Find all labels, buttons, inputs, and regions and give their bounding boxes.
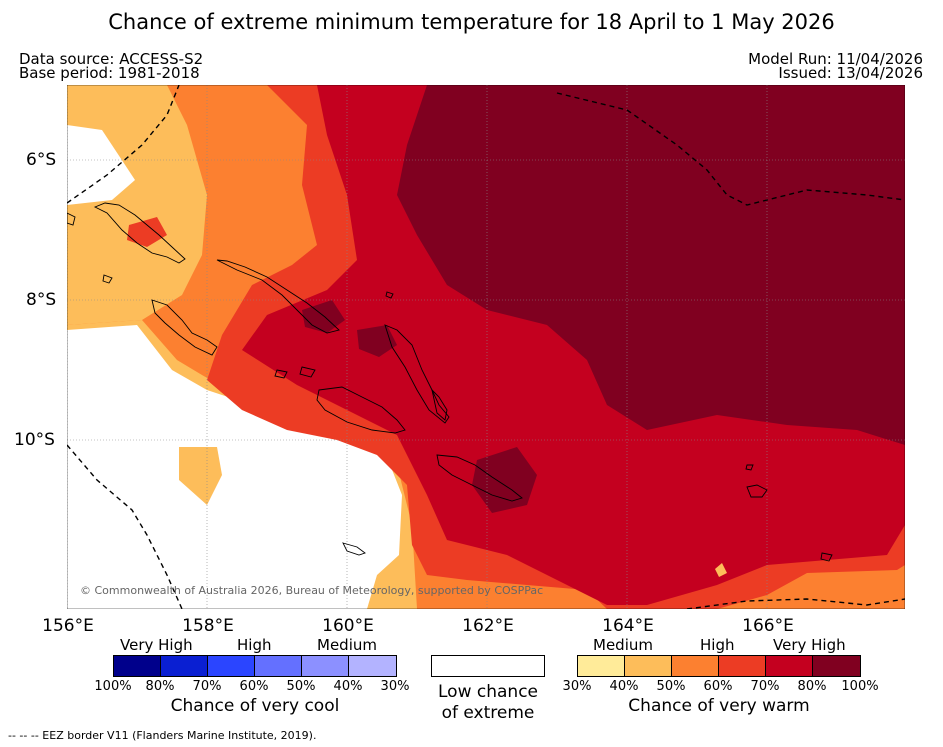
base-period-label: Base period: 1981-2018 [19,64,200,82]
neutral-caption-line1: Low chance [438,682,538,702]
warm-swatch-0 [578,656,625,676]
warm-tick-40: 40% [609,679,639,694]
island-small-3 [67,212,76,226]
island-small-4 [820,552,833,562]
island-small-7 [745,464,754,471]
lon-label-156e: 156°E [42,616,94,636]
cool-caption: Chance of very cool [170,696,340,716]
lon-label-158e: 158°E [182,616,234,636]
warm-tick-100: 100% [841,679,879,694]
zone-60-70-islet [127,217,167,247]
lon-label-166e: 166°E [742,616,794,636]
island-bougainville [93,202,186,264]
zone-80-100 [397,85,905,445]
neutral-caption-line2: of extreme [441,703,535,723]
cool-tick-50: 50% [286,679,316,694]
cool-swatch-4 [302,656,349,676]
cool-swatch-2 [208,656,255,676]
cool-tick-40: 40% [333,679,363,694]
cool-cat-very-high: Very High [120,636,193,654]
warm-cat-high: High [700,636,735,654]
island-rennell [342,542,366,556]
warm-tick-80: 80% [797,679,827,694]
warm-tick-50: 50% [656,679,686,694]
lon-label-162e: 162°E [462,616,514,636]
zone-low-chance-west [67,125,135,205]
cool-tick-70: 70% [192,679,222,694]
issued-label: Issued: 13/04/2026 [778,64,923,82]
warm-colorbar [577,655,861,677]
island-santa-isabel [384,324,450,424]
cool-tick-100: 100% [94,679,132,694]
island-small-6 [385,291,394,299]
page-title: Chance of extreme minimum temperature fo… [108,10,835,34]
cool-swatch-3 [255,656,302,676]
island-malaita [431,388,448,421]
zone-40-50-sliver [715,563,727,577]
cool-swatch-5 [349,656,396,676]
island-small-5 [102,274,113,284]
cool-cat-high: High [237,636,272,654]
gridlines [67,85,905,609]
warm-tick-30: 30% [562,679,592,694]
copyright-notice: © Commonwealth of Australia 2026, Bureau… [80,584,543,597]
cool-tick-80: 80% [145,679,175,694]
cool-tick-60: 60% [239,679,269,694]
island-small-1 [299,366,316,378]
probability-map[interactable]: © Commonwealth of Australia 2026, Bureau… [67,85,905,609]
neutral-swatch [431,655,545,677]
model-run-label: Model Run: 11/04/2026 [748,50,923,68]
zone-80-100-patch-a [302,300,345,333]
warm-swatch-1 [625,656,672,676]
eez-border [67,85,905,609]
warm-swatch-2 [672,656,719,676]
warm-tick-70: 70% [750,679,780,694]
cool-swatch-1 [161,656,208,676]
coastlines [67,202,833,562]
warm-cat-medium: Medium [593,636,653,654]
island-small-2 [274,369,288,379]
lon-label-160e: 160°E [322,616,374,636]
island-new-georgia [151,299,218,356]
data-source-label: Data source: ACCESS-S2 [19,50,204,68]
warm-cat-very-high: Very High [773,636,846,654]
warm-caption: Chance of very warm [628,696,810,716]
zone-80-100-patch-b [357,325,397,357]
warm-tick-60: 60% [703,679,733,694]
island-choiseul [216,259,340,334]
zone-low-chance-south [67,325,402,609]
zone-40-50-patch [179,447,222,505]
cool-swatch-0 [114,656,161,676]
lat-label-10s: 10°S [14,430,55,450]
lat-label-8s: 8°S [26,290,57,310]
lon-label-164e: 164°E [602,616,654,636]
island-santa-cruz [746,484,768,498]
cool-colorbar [113,655,397,677]
island-guadalcanal [316,386,406,434]
footnote: -- -- -- EEZ border V11 (Flanders Marine… [8,729,317,742]
warm-swatch-5 [813,656,860,676]
warm-swatch-4 [766,656,813,676]
warm-swatch-3 [719,656,766,676]
cool-tick-30: 30% [380,679,410,694]
cool-cat-medium: Medium [317,636,377,654]
lat-label-6s: 6°S [26,150,57,170]
island-makira [436,454,523,502]
